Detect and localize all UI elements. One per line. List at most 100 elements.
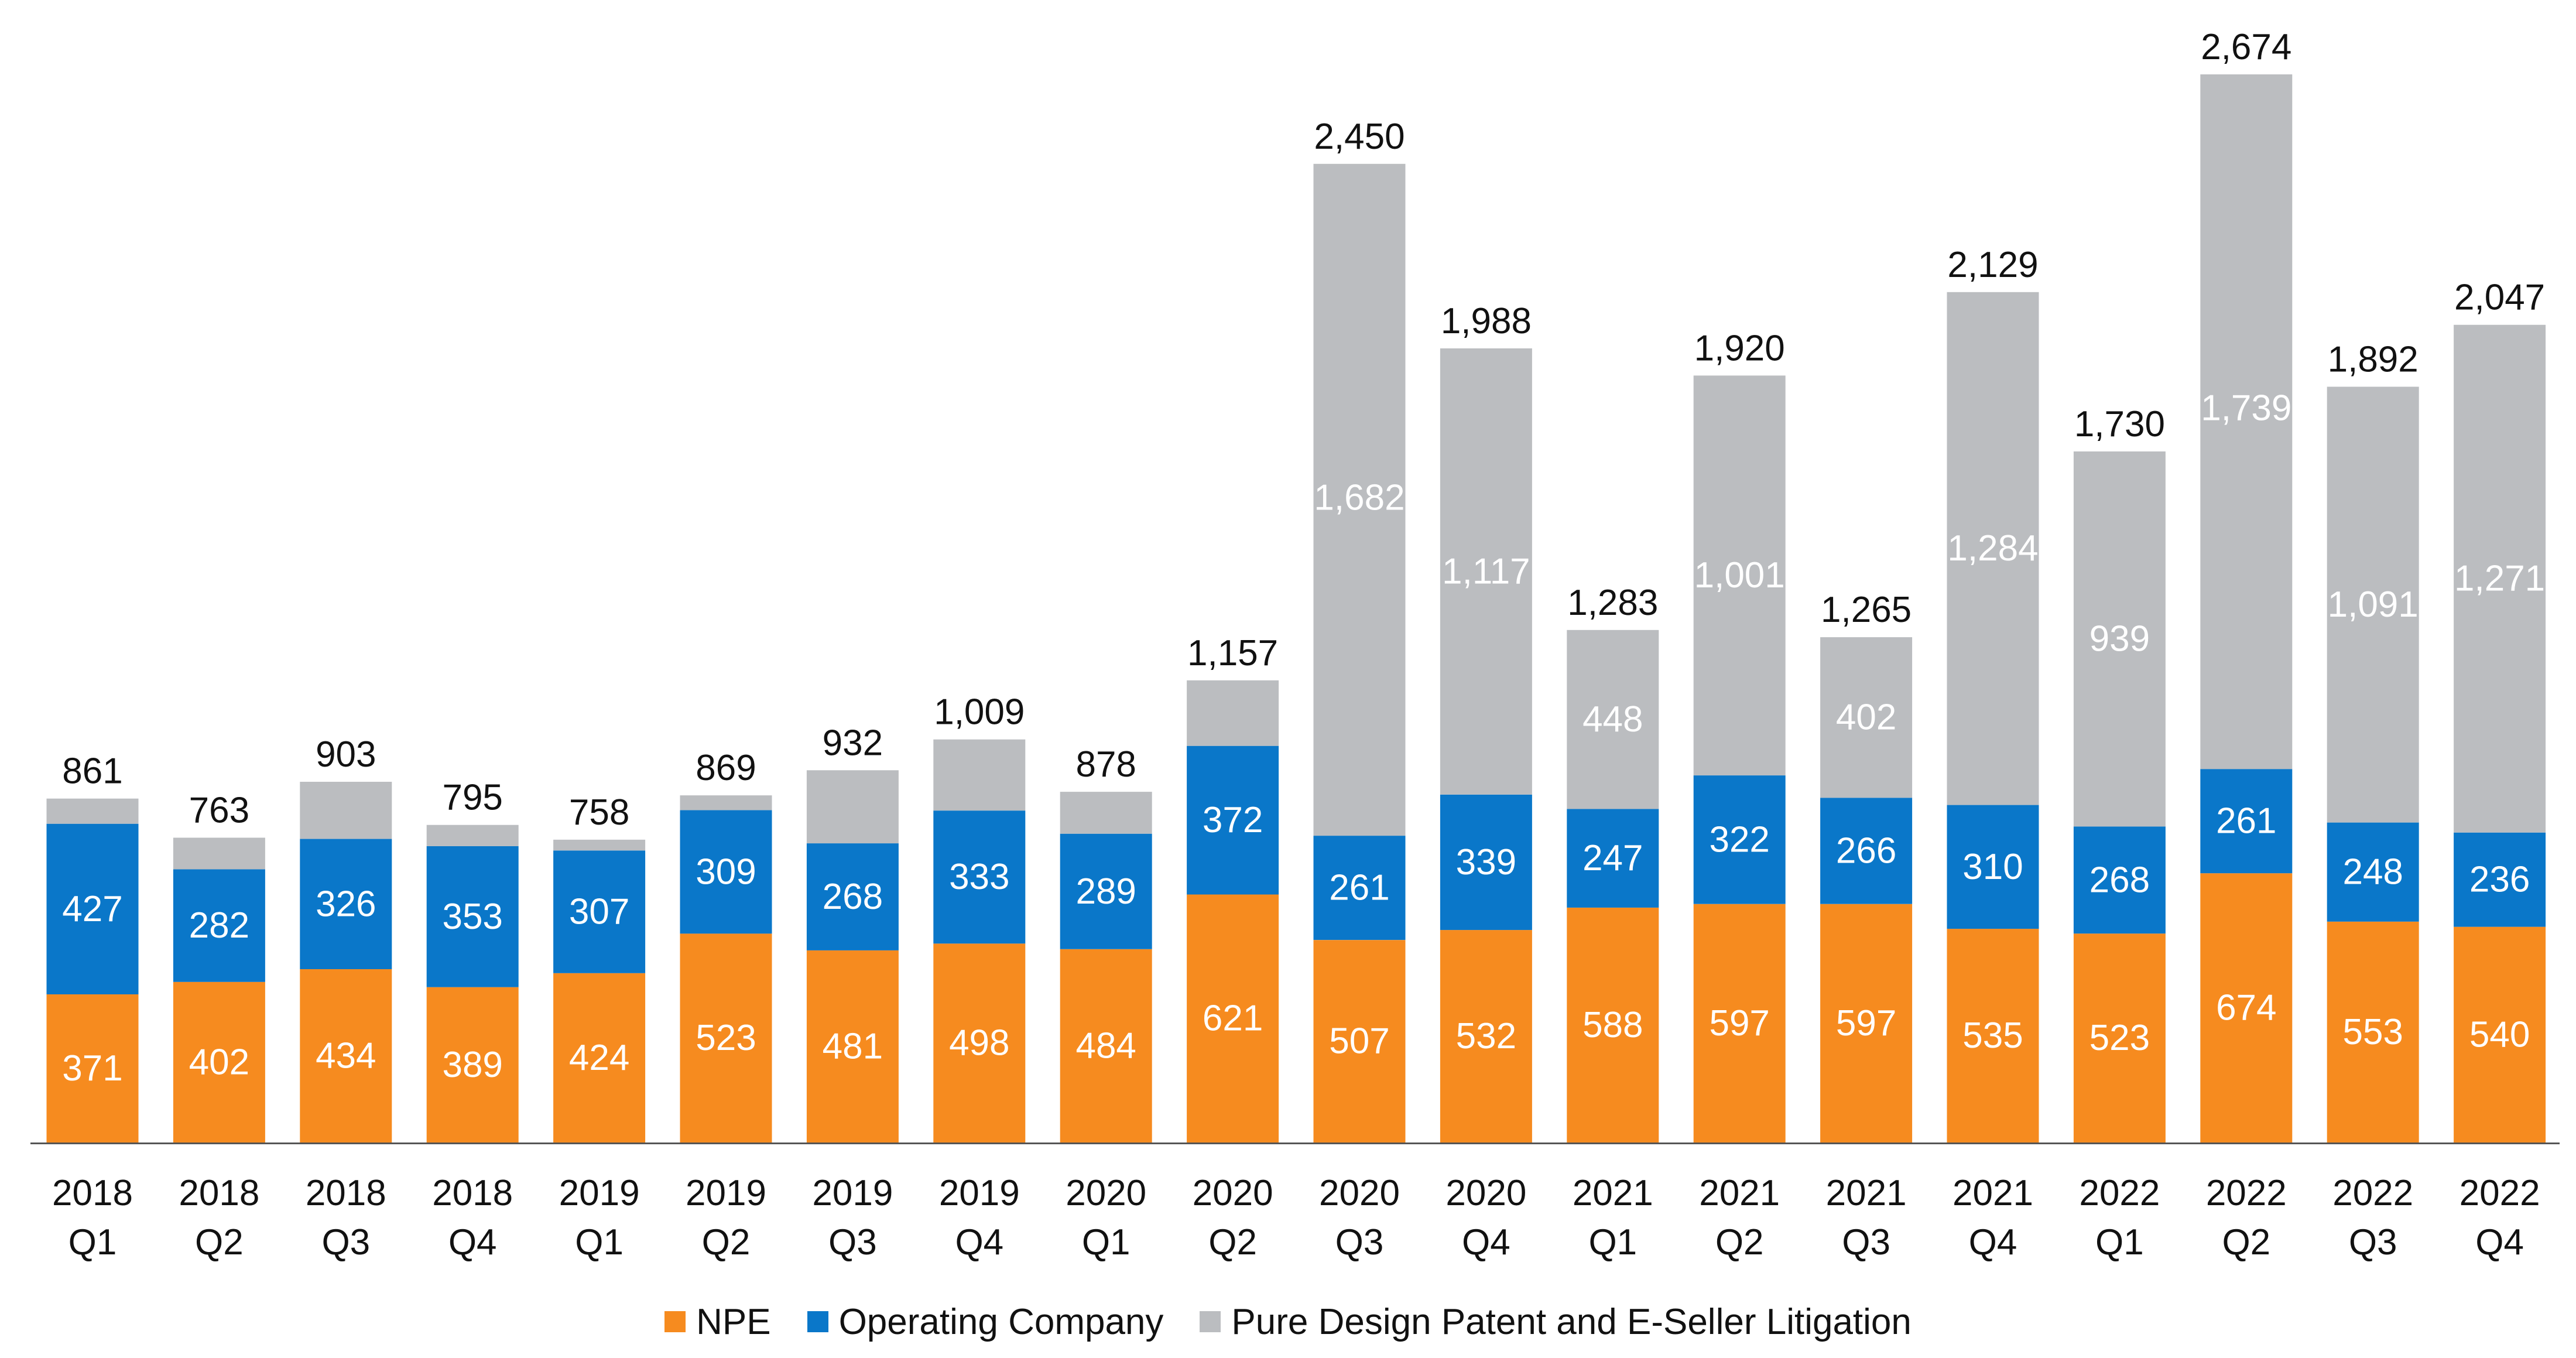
segment-value-label: 268 <box>823 877 883 917</box>
segment-value-label: 621 <box>1203 998 1263 1039</box>
legend-label: Operating Company <box>839 1301 1164 1343</box>
segment-value-label: 939 <box>2089 619 2150 659</box>
segment-value-label: 424 <box>569 1038 629 1078</box>
segment-value-label: 523 <box>2089 1018 2150 1058</box>
segment-value-label: 597 <box>1836 1003 1896 1044</box>
segment-value-label: 588 <box>1582 1005 1643 1045</box>
x-tick-label: 2018Q1 <box>52 1173 133 1263</box>
segment-value-label: 268 <box>2089 860 2150 900</box>
segment-value-label: 322 <box>1709 819 1769 860</box>
bar-segment <box>553 840 645 850</box>
total-labels-layer: 8617639037957588699321,0098781,1572,4501… <box>62 27 2545 833</box>
total-value-label: 1,920 <box>1694 328 1785 368</box>
legend-label: NPE <box>696 1301 770 1343</box>
bar-segment <box>47 799 139 824</box>
segment-value-label: 372 <box>1203 800 1263 840</box>
legend-item: NPE <box>664 1301 770 1343</box>
legend-swatch <box>1200 1311 1221 1332</box>
total-value-label: 1,988 <box>1441 301 1532 341</box>
segment-value-label: 434 <box>316 1036 376 1076</box>
x-tick-label: 2019Q4 <box>939 1173 1020 1263</box>
segment-value-label: 540 <box>2469 1014 2530 1055</box>
segment-value-label: 532 <box>1456 1016 1516 1056</box>
bar-segment <box>300 782 392 839</box>
legend-item: Operating Company <box>807 1301 1164 1343</box>
segment-value-label: 448 <box>1582 699 1643 740</box>
segment-value-label: 289 <box>1075 871 1136 912</box>
x-tick-label: 2019Q2 <box>686 1173 766 1263</box>
x-tick-label: 2021Q4 <box>1952 1173 2033 1263</box>
bar-segment <box>1187 680 1279 746</box>
x-tick-label: 2019Q3 <box>812 1173 893 1263</box>
segment-value-label: 261 <box>2216 801 2276 842</box>
bar-segment <box>933 740 1025 810</box>
bars-layer <box>47 74 2546 1143</box>
segment-value-label: 353 <box>442 897 502 937</box>
legend-label: Pure Design Patent and E-Seller Litigati… <box>1231 1301 1911 1343</box>
segment-value-label: 1,117 <box>1442 551 1530 591</box>
total-value-label: 1,730 <box>2074 404 2165 444</box>
x-tick-labels-layer: 2018Q1 2018Q2 2018Q3 2018Q4 2019Q1 2019Q2 2019… <box>52 1173 2540 1263</box>
total-value-label: 1,892 <box>2328 339 2419 379</box>
segment-value-label: 261 <box>1329 868 1389 908</box>
total-value-label: 2,450 <box>1314 117 1405 157</box>
x-tick-label: 2021Q2 <box>1699 1173 1780 1263</box>
total-value-label: 2,674 <box>2201 27 2291 67</box>
total-value-label: 869 <box>696 748 756 788</box>
total-value-label: 2,047 <box>2454 278 2545 318</box>
total-value-label: 1,265 <box>1821 590 1912 630</box>
segment-value-label: 402 <box>1836 697 1896 738</box>
x-tick-label: 2021Q3 <box>1826 1173 1907 1263</box>
segment-value-label: 1,001 <box>1694 555 1785 596</box>
bar-segment <box>427 825 519 846</box>
total-value-label: 1,009 <box>934 692 1025 733</box>
x-tick-label: 2020Q1 <box>1066 1173 1146 1263</box>
segment-value-label: 484 <box>1075 1025 1136 1066</box>
segment-value-label: 481 <box>823 1026 883 1066</box>
total-value-label: 763 <box>189 791 249 831</box>
segment-value-label: 247 <box>1582 838 1643 878</box>
segment-value-label: 282 <box>189 905 249 946</box>
segment-value-label: 402 <box>189 1042 249 1082</box>
chart-root: 3714274022824343263893534243075233094812… <box>0 0 2576 1358</box>
segment-value-label: 236 <box>2469 860 2530 900</box>
segment-value-label: 389 <box>442 1045 502 1085</box>
x-tick-label: 2018Q3 <box>306 1173 386 1263</box>
segment-value-label: 310 <box>1962 847 2023 887</box>
segment-value-label: 307 <box>569 892 629 932</box>
segment-value-label: 507 <box>1329 1021 1389 1062</box>
x-tick-label: 2020Q4 <box>1445 1173 1526 1263</box>
x-tick-label: 2018Q4 <box>432 1173 513 1263</box>
x-tick-label: 2020Q3 <box>1319 1173 1400 1263</box>
x-tick-label: 2019Q1 <box>559 1173 640 1263</box>
total-value-label: 903 <box>316 734 376 775</box>
segment-value-label: 1,284 <box>1947 528 2038 569</box>
total-value-label: 795 <box>442 778 502 818</box>
x-tick-label: 2022Q1 <box>2079 1173 2160 1263</box>
legend-swatch <box>807 1311 828 1332</box>
x-tick-label: 2022Q2 <box>2206 1173 2287 1263</box>
x-tick-label: 2022Q3 <box>2332 1173 2413 1263</box>
segment-value-label: 339 <box>1456 842 1516 882</box>
segment-value-label: 674 <box>2216 988 2276 1028</box>
segment-value-label: 1,091 <box>2328 584 2419 625</box>
segment-value-label: 1,271 <box>2454 559 2545 599</box>
x-tick-label: 2022Q4 <box>2459 1173 2540 1263</box>
legend: NPE Operating Company Pure Design Patent a… <box>0 1295 2576 1348</box>
x-tick-label: 2018Q2 <box>179 1173 259 1263</box>
bar-segment <box>807 770 899 843</box>
legend-swatch <box>664 1311 686 1332</box>
total-value-label: 878 <box>1075 744 1136 785</box>
segment-value-label: 523 <box>696 1018 756 1058</box>
bar-segment <box>173 838 265 870</box>
segment-value-label: 498 <box>949 1023 1009 1063</box>
total-value-label: 1,157 <box>1187 633 1278 673</box>
segment-value-label: 427 <box>62 889 122 929</box>
legend-item: Pure Design Patent and E-Seller Litigati… <box>1200 1301 1911 1343</box>
segment-value-label: 248 <box>2342 852 2403 892</box>
bar-segment <box>1060 792 1152 834</box>
total-value-label: 758 <box>569 792 629 833</box>
x-tick-label: 2021Q1 <box>1573 1173 1653 1263</box>
segment-value-label: 1,682 <box>1314 477 1405 518</box>
bar-segment <box>680 795 772 810</box>
